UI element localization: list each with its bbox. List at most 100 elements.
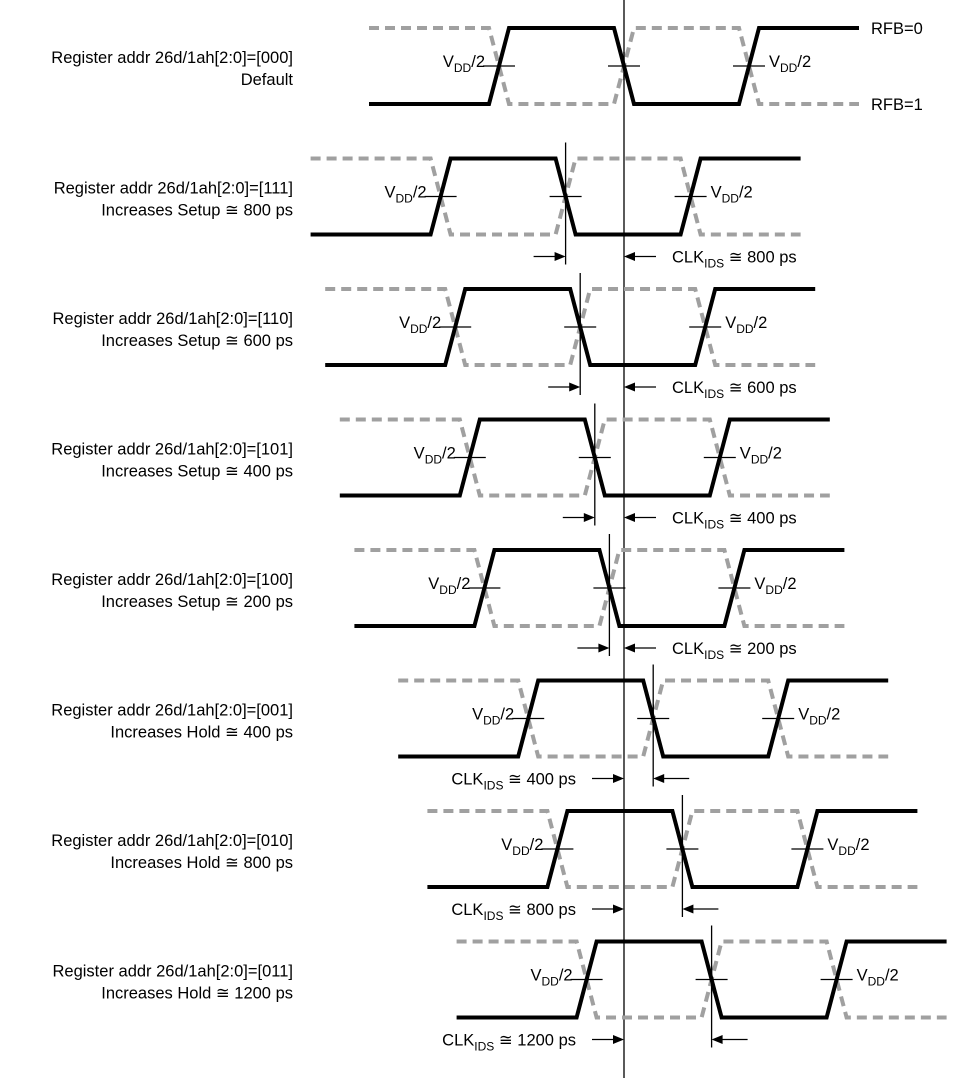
timing-row: Register addr 26d/1ah[2:0]=[111] Increase… xyxy=(54,142,801,271)
vdd-tail: /2 xyxy=(442,445,456,463)
vdd-tail: /2 xyxy=(457,575,471,593)
clk-ids-label: CLKIDS ≅ 800 ps xyxy=(451,901,576,923)
register-setting-label: Register addr 26d/1ah[2:0]=[111] xyxy=(54,180,293,198)
vdd-half-label: VDD/2 xyxy=(501,836,543,858)
vdd-tail: /2 xyxy=(754,314,768,332)
timing-row: Register addr 26d/1ah[2:0]=[001] Increase… xyxy=(51,664,889,793)
vdd-sub: DD xyxy=(751,453,769,467)
arrow-head xyxy=(624,252,635,261)
clk-value: ≅ 1200 ps xyxy=(494,1032,576,1050)
clk-ids-label: CLKIDS ≅ 200 ps xyxy=(672,640,797,662)
vdd-main: V xyxy=(414,445,425,463)
vdd-tail: /2 xyxy=(530,836,544,854)
register-setting-description: Increases Hold ≅ 1200 ps xyxy=(101,985,293,1003)
timing-row: Register addr 26d/1ah[2:0]=[000] Default V… xyxy=(51,20,923,114)
vdd-sub: DD xyxy=(425,453,443,467)
vdd-sub: DD xyxy=(736,322,754,336)
register-setting-label: Register addr 26d/1ah[2:0]=[100] xyxy=(51,571,293,589)
vdd-half-label: VDD/2 xyxy=(428,575,470,597)
register-setting-label: Register addr 26d/1ah[2:0]=[011] xyxy=(53,963,294,981)
clk-value: ≅ 600 ps xyxy=(724,379,797,397)
vdd-tail: /2 xyxy=(500,706,514,724)
clk-ids-label: CLKIDS ≅ 400 ps xyxy=(672,510,797,532)
register-setting-description: Increases Setup ≅ 800 ps xyxy=(101,202,293,220)
clk-ids-label: CLKIDS ≅ 600 ps xyxy=(672,379,797,401)
vdd-sub: DD xyxy=(439,583,457,597)
clk-main: CLK xyxy=(451,901,483,919)
vdd-half-label: VDD/2 xyxy=(443,53,485,75)
clk-value: ≅ 400 ps xyxy=(724,510,797,528)
register-setting-description: Increases Hold ≅ 800 ps xyxy=(110,854,293,872)
clk-sub: IDS xyxy=(483,909,503,923)
arrow-head xyxy=(598,643,610,653)
vdd-tail: /2 xyxy=(827,706,841,724)
clk-sub: IDS xyxy=(474,1040,494,1054)
vdd-sub: DD xyxy=(541,975,559,989)
clk-ids-label: CLKIDS ≅ 800 ps xyxy=(672,249,797,271)
vdd-main: V xyxy=(384,184,395,202)
vdd-sub: DD xyxy=(838,844,856,858)
vdd-tail: /2 xyxy=(797,53,811,71)
timing-row: Register addr 26d/1ah[2:0]=[011] Increase… xyxy=(53,925,947,1054)
vdd-tail: /2 xyxy=(856,836,870,854)
register-setting-description: Increases Hold ≅ 400 ps xyxy=(110,724,293,742)
clk-sub: IDS xyxy=(483,779,503,793)
vdd-half-label: VDD/2 xyxy=(384,184,426,206)
clk-main: CLK xyxy=(442,1032,474,1050)
vdd-sub: DD xyxy=(722,192,740,206)
timing-row: Register addr 26d/1ah[2:0]=[110] Increase… xyxy=(53,273,816,401)
arrow-head xyxy=(583,513,595,522)
timing-row: Register addr 26d/1ah[2:0]=[100] Increase… xyxy=(51,534,845,662)
vdd-half-label: VDD/2 xyxy=(827,836,869,858)
timing-row: Register addr 26d/1ah[2:0]=[101] Increase… xyxy=(51,403,830,532)
waveform-rows: Register addr 26d/1ah[2:0]=[000] Default V… xyxy=(51,20,947,1054)
arrow-head xyxy=(613,774,624,783)
timing-row: Register addr 26d/1ah[2:0]=[010] Increase… xyxy=(51,795,918,923)
vdd-half-label: VDD/2 xyxy=(414,445,456,467)
register-setting-label: Register addr 26d/1ah[2:0]=[000] xyxy=(51,49,293,67)
vdd-main: V xyxy=(443,53,454,71)
register-setting-description: Increases Setup ≅ 400 ps xyxy=(101,463,293,481)
vdd-tail: /2 xyxy=(783,575,797,593)
vdd-main: V xyxy=(740,445,751,463)
register-setting-label: Register addr 26d/1ah[2:0]=[101] xyxy=(51,441,293,459)
arrow-head xyxy=(613,904,624,914)
vdd-sub: DD xyxy=(454,61,472,75)
vdd-half-label: VDD/2 xyxy=(754,575,796,597)
vdd-main: V xyxy=(501,836,512,854)
register-setting-description: Increases Setup ≅ 600 ps xyxy=(101,332,293,350)
clk-main: CLK xyxy=(672,249,704,267)
vdd-sub: DD xyxy=(868,975,886,989)
vdd-tail: /2 xyxy=(413,184,427,202)
vdd-sub: DD xyxy=(410,322,428,336)
vdd-tail: /2 xyxy=(739,184,753,202)
register-setting-description: Increases Setup ≅ 200 ps xyxy=(101,593,293,611)
clk-value: ≅ 400 ps xyxy=(503,771,576,789)
vdd-tail: /2 xyxy=(427,314,441,332)
arrow-head xyxy=(624,513,635,522)
vdd-main: V xyxy=(754,575,765,593)
vdd-sub: DD xyxy=(780,61,798,75)
vdd-main: V xyxy=(711,184,722,202)
vdd-half-label: VDD/2 xyxy=(769,53,811,75)
clk-main: CLK xyxy=(672,379,704,397)
vdd-main: V xyxy=(769,53,780,71)
vdd-tail: /2 xyxy=(559,967,573,985)
vdd-sub: DD xyxy=(483,714,501,728)
vdd-main: V xyxy=(428,575,439,593)
vdd-half-label: VDD/2 xyxy=(740,445,782,467)
register-setting-label: Register addr 26d/1ah[2:0]=[010] xyxy=(51,832,293,850)
clk-sub: IDS xyxy=(704,257,724,271)
vdd-sub: DD xyxy=(765,583,783,597)
clk-value: ≅ 200 ps xyxy=(724,640,797,658)
vdd-sub: DD xyxy=(809,714,827,728)
clk-ids-label: CLKIDS ≅ 1200 ps xyxy=(442,1032,576,1054)
vdd-main: V xyxy=(857,967,868,985)
register-setting-label: Register addr 26d/1ah[2:0]=[110] xyxy=(53,310,294,328)
arrow-head xyxy=(554,252,566,261)
vdd-tail: /2 xyxy=(471,53,485,71)
clk-main: CLK xyxy=(672,510,704,528)
vdd-half-label: VDD/2 xyxy=(472,706,514,728)
vdd-main: V xyxy=(798,706,809,724)
